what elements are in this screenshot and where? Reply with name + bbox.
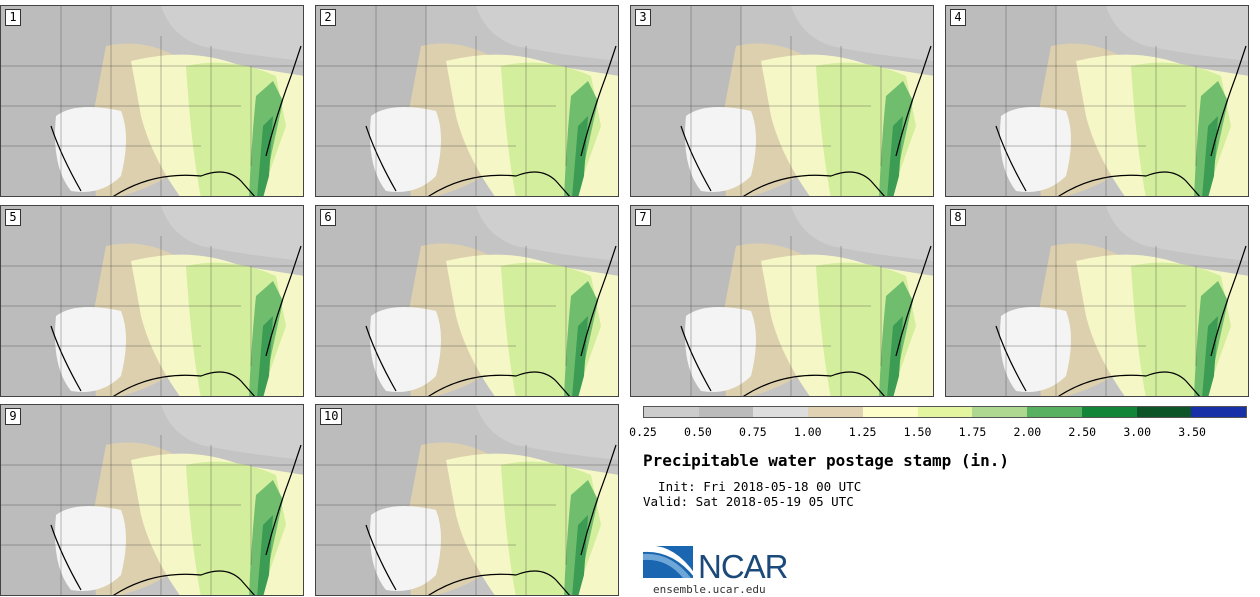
colorbar-cell	[972, 407, 1028, 417]
colorbar-tick-label: 1.00	[793, 425, 822, 439]
panel-4: 4	[945, 5, 1249, 197]
panel-10: 10	[315, 404, 619, 596]
colorbar-tick-label: 1.25	[848, 425, 877, 439]
ncar-logo	[643, 545, 695, 578]
colorbar-tick-label: 0.75	[738, 425, 767, 439]
website-url: ensemble.ucar.edu	[653, 583, 766, 596]
colorbar-tick-label: 0.25	[629, 425, 657, 439]
colorbar	[643, 406, 1247, 418]
map	[1, 6, 303, 196]
panel-5: 5	[0, 205, 304, 397]
map	[631, 206, 933, 396]
colorbar-cell	[862, 407, 918, 417]
colorbar-cell	[698, 407, 754, 417]
map	[316, 206, 618, 396]
colorbar-tick-label: 1.75	[958, 425, 987, 439]
colorbar-cell	[1136, 407, 1192, 417]
map	[316, 405, 618, 595]
colorbar-cell	[808, 407, 863, 417]
map	[631, 6, 933, 196]
panel-number: 10	[320, 408, 343, 425]
panel-number: 2	[320, 9, 336, 26]
panel-number: 9	[5, 408, 21, 425]
map	[1, 206, 303, 396]
colorbar-tick-label: 2.50	[1068, 425, 1097, 439]
panel-9: 9	[0, 404, 304, 596]
colorbar-tick-label: 2.00	[1013, 425, 1042, 439]
panel-number: 4	[950, 9, 966, 26]
map	[1, 405, 303, 595]
panel-8: 8	[945, 205, 1249, 397]
map	[946, 206, 1248, 396]
plot-title: Precipitable water postage stamp (in.)	[643, 451, 1010, 470]
panel-number: 6	[320, 209, 336, 226]
colorbar-tick-label: 1.50	[903, 425, 932, 439]
panel-number: 5	[5, 209, 21, 226]
colorbar-tick-label: 3.50	[1178, 425, 1206, 439]
panel-number: 8	[950, 209, 966, 226]
panel-number: 3	[635, 9, 651, 26]
ncar-logo-text: NCAR	[698, 548, 789, 585]
valid-time: Valid: Sat 2018-05-19 05 UTC	[643, 494, 854, 509]
colorbar-tick-label: 0.50	[684, 425, 712, 439]
panel-2: 2	[315, 5, 619, 197]
panel-number: 1	[5, 9, 21, 26]
colorbar-cell	[1081, 407, 1137, 417]
panel-1: 1	[0, 5, 304, 197]
map	[316, 6, 618, 196]
colorbar-cell	[753, 407, 809, 417]
panel-7: 7	[630, 205, 934, 397]
panel-3: 3	[630, 5, 934, 197]
colorbar-cell	[1027, 407, 1082, 417]
panel-number: 7	[635, 209, 651, 226]
colorbar-cell	[644, 407, 699, 417]
colorbar-cell	[1191, 407, 1247, 417]
panel-6: 6	[315, 205, 619, 397]
init-time: Init: Fri 2018-05-18 00 UTC	[643, 479, 862, 494]
colorbar-tick-label: 3.00	[1123, 425, 1152, 439]
map	[946, 6, 1248, 196]
colorbar-cell	[917, 407, 973, 417]
